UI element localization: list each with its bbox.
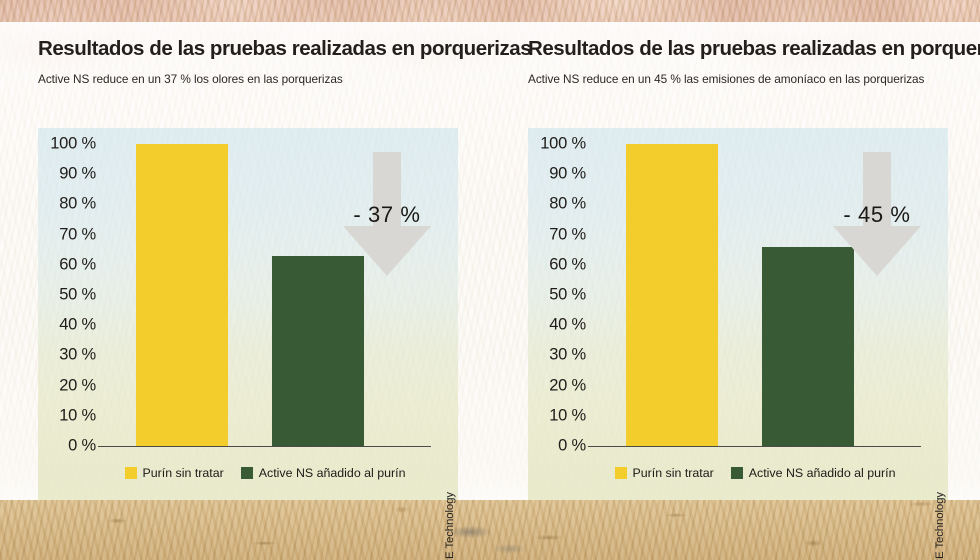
y-tick-label: 30 % — [549, 345, 586, 364]
reference-note: Referencia: FORCE Technology — [934, 492, 946, 560]
y-tick-label: 0 % — [68, 436, 96, 455]
legend-item-untreated: Purín sin tratar — [124, 466, 224, 480]
legend-swatch-treated-icon — [240, 467, 253, 479]
results-card-odour: Resultados de las pruebas realizadas en … — [38, 37, 532, 560]
bar-untreated — [136, 144, 228, 446]
down-arrow-icon — [833, 152, 921, 276]
legend-label-treated: Active NS añadido al purín — [748, 466, 896, 480]
y-tick-label: 10 % — [59, 406, 96, 425]
bar-treated — [762, 246, 854, 446]
y-tick-label: 90 % — [59, 164, 96, 183]
y-tick-label: 20 % — [549, 376, 586, 395]
y-tick-label: 100 % — [540, 134, 586, 153]
y-tick-label: 20 % — [59, 376, 96, 395]
reduction-value: - 37 % — [353, 202, 421, 227]
y-tick-label: 80 % — [59, 194, 96, 213]
card-header-odour: Resultados de las pruebas realizadas en … — [38, 37, 532, 86]
down-arrow-icon — [343, 152, 431, 276]
x-axis-line — [588, 446, 921, 447]
y-tick-label: 90 % — [549, 164, 586, 183]
legend-label-treated: Active NS añadido al purín — [258, 466, 406, 480]
legend-item-treated: Active NS añadido al purín — [240, 466, 406, 480]
chart-legend-odour: Purín sin tratar Active NS añadido al pu… — [100, 466, 430, 480]
reference-note: Referencia: FORCE Technology — [444, 492, 456, 560]
legend-label-untreated: Purín sin tratar — [632, 466, 714, 480]
chart-panel-ammonia: 100 % 90 % 80 % 70 % 60 % 50 % 40 % 30 %… — [528, 128, 948, 560]
chart-panel-odour: 100 % 90 % 80 % 70 % 60 % 50 % 40 % 30 %… — [38, 128, 458, 560]
x-axis-line — [98, 446, 431, 447]
y-tick-label: 60 % — [59, 255, 96, 274]
card-header-ammonia: Resultados de las pruebas realizadas en … — [528, 37, 980, 86]
reduction-annotation-ammonia: - 45 % — [818, 152, 936, 284]
page-title: Resultados de las pruebas realizadas en … — [38, 37, 532, 60]
legend-item-treated: Active NS añadido al purín — [730, 466, 896, 480]
reduction-annotation-odour: - 37 % — [328, 152, 446, 284]
y-tick-label: 0 % — [558, 436, 586, 455]
plot-area-odour: - 37 % — [100, 144, 431, 446]
bar-untreated — [626, 144, 718, 446]
y-tick-label: 30 % — [59, 345, 96, 364]
y-axis-ammonia: 100 % 90 % 80 % 70 % 60 % 50 % 40 % 30 %… — [528, 135, 586, 455]
y-tick-label: 80 % — [549, 194, 586, 213]
legend-label-untreated: Purín sin tratar — [142, 466, 224, 480]
bar-treated — [272, 255, 364, 446]
y-axis-odour: 100 % 90 % 80 % 70 % 60 % 50 % 40 % 30 %… — [38, 135, 96, 455]
y-tick-label: 40 % — [59, 315, 96, 334]
plot-area-ammonia: - 45 % — [590, 144, 921, 446]
legend-swatch-untreated-icon — [614, 467, 627, 479]
page-subtitle: Active NS reduce en un 45 % las emisione… — [528, 71, 925, 86]
y-tick-label: 60 % — [549, 255, 586, 274]
reduction-value: - 45 % — [843, 202, 911, 227]
y-tick-label: 70 % — [59, 225, 96, 244]
y-tick-label: 50 % — [549, 285, 586, 304]
y-tick-label: 100 % — [50, 134, 96, 153]
y-tick-label: 40 % — [549, 315, 586, 334]
legend-swatch-treated-icon — [730, 467, 743, 479]
legend-item-untreated: Purín sin tratar — [614, 466, 714, 480]
y-tick-label: 10 % — [549, 406, 586, 425]
chart-legend-ammonia: Purín sin tratar Active NS añadido al pu… — [590, 466, 920, 480]
y-tick-label: 50 % — [59, 285, 96, 304]
results-card-ammonia: Resultados de las pruebas realizadas en … — [490, 0, 980, 560]
y-tick-label: 70 % — [549, 225, 586, 244]
page-title: Resultados de las pruebas realizadas en … — [528, 37, 980, 60]
page-subtitle: Active NS reduce en un 37 % los olores e… — [38, 71, 343, 86]
legend-swatch-untreated-icon — [124, 467, 137, 479]
